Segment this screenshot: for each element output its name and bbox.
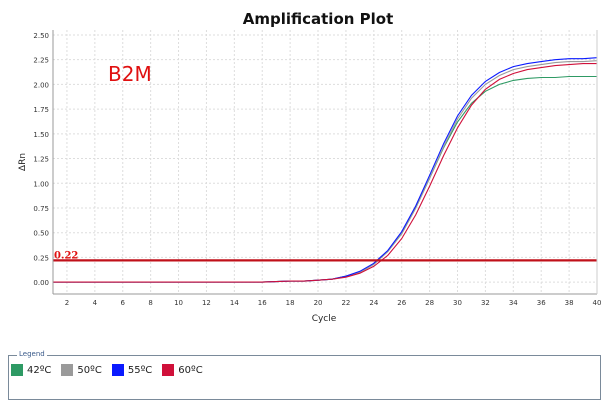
x-tick-label: 28 xyxy=(425,299,434,307)
y-tick-label: 0.25 xyxy=(33,254,49,262)
legend-swatch xyxy=(162,364,175,376)
y-tick-label: 1.25 xyxy=(33,156,49,164)
legend-item[interactable]: 55ºC xyxy=(111,364,153,376)
series-line-60 xyxy=(53,63,597,283)
legend-label: 42ºC xyxy=(27,364,52,376)
x-tick-label: 18 xyxy=(286,299,295,307)
x-tick-label: 26 xyxy=(397,299,406,307)
x-tick-label: 2 xyxy=(65,299,69,307)
legend-item[interactable]: 60ºC xyxy=(162,364,203,376)
x-tick-label: 20 xyxy=(314,299,323,307)
x-tick-label: 40 xyxy=(593,299,602,307)
x-tick-label: 24 xyxy=(369,299,378,307)
amplification-plot: Amplification Plot 0.22 2 4 6 8 10 12 14 16 18 20… xyxy=(18,10,602,324)
x-tick-label: 38 xyxy=(565,299,574,307)
legend-label: 60ºC xyxy=(178,364,203,376)
y-tick-label: 1.75 xyxy=(33,106,49,114)
x-tick-label: 10 xyxy=(174,299,183,307)
series-line-55 xyxy=(53,57,598,283)
legend-item[interactable]: 42ºC xyxy=(11,364,51,376)
x-tick-label: 14 xyxy=(230,299,239,307)
series-line-50 xyxy=(53,60,598,283)
y-tick-label: 1.50 xyxy=(33,131,49,139)
legend-label: 55ºC xyxy=(127,364,153,376)
legend-box: Legend 42ºC 50ºC 55ºC 60ºC xyxy=(8,350,601,400)
x-axis-label: Cycle xyxy=(312,314,337,324)
legend-swatch xyxy=(111,364,124,376)
legend-item[interactable]: 50ºC xyxy=(61,364,102,376)
legend-label: 50ºC xyxy=(77,364,102,376)
x-tick-label: 4 xyxy=(93,299,98,307)
x-tick-label: 32 xyxy=(481,299,490,307)
legend-swatch xyxy=(11,364,23,376)
x-tick-label: 36 xyxy=(537,299,546,307)
y-axis-label: ΔRn xyxy=(18,153,28,171)
y-tick-label: 2.00 xyxy=(33,81,49,89)
y-tick-label: 1.00 xyxy=(33,180,49,188)
y-tick-label: 0.00 xyxy=(33,279,49,287)
x-tick-label: 8 xyxy=(148,299,152,307)
x-tick-label: 34 xyxy=(509,299,518,307)
x-tick-label: 12 xyxy=(202,299,211,307)
gene-annotation: B2M xyxy=(108,62,152,86)
y-tick-label: 2.25 xyxy=(33,57,49,65)
threshold-label: 0.22 xyxy=(54,250,78,261)
chart-title: Amplification Plot xyxy=(243,10,394,28)
legend-swatch xyxy=(61,364,74,376)
y-tick-label: 2.50 xyxy=(33,32,49,40)
series-line-42 xyxy=(53,75,597,283)
x-tick-label: 30 xyxy=(453,299,462,307)
y-tick-label: 0.50 xyxy=(33,230,49,238)
y-tick-label: 0.75 xyxy=(33,205,49,213)
x-tick-label: 6 xyxy=(121,299,126,307)
legend-title: Legend xyxy=(17,350,47,358)
x-tick-label: 16 xyxy=(258,299,267,307)
x-tick-label: 22 xyxy=(341,299,350,307)
